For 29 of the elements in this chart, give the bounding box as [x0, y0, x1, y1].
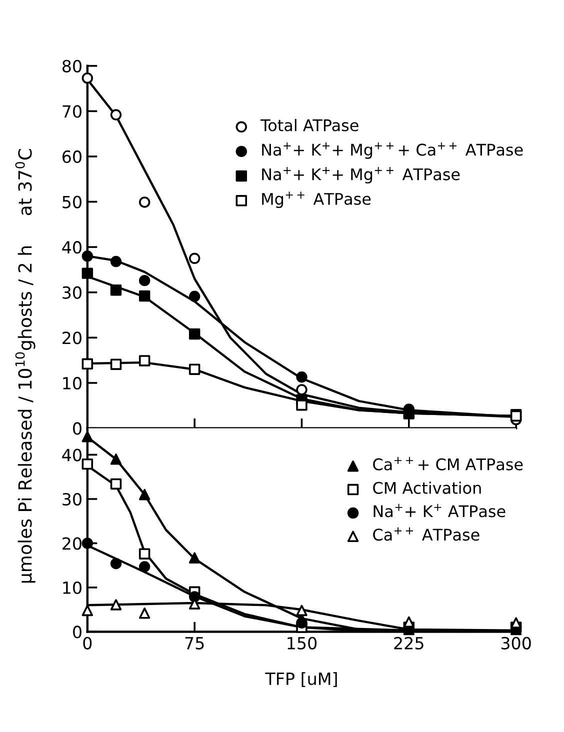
y-axis-title: μmoles Pi Released / 10$^{10}$ghosts / 2 h at 37$^{0}$C — [15, 149, 36, 583]
y-tick-label: 30 — [62, 286, 82, 299]
y-tick-label: 40 — [62, 241, 82, 254]
y-tick-label: 0 — [73, 626, 82, 638]
y-tick-label: 10 — [63, 376, 82, 390]
y-tick-label: 40 — [62, 448, 82, 462]
y-tick-label: 60 — [62, 150, 82, 164]
x-tick-label: 150 — [288, 636, 317, 650]
y-tick-label: 70 — [62, 105, 82, 118]
x-tick-label: 300 — [501, 636, 531, 650]
legend-label: Ca$^{++}$+ CM ATPase — [373, 457, 523, 470]
y-tick-label: 20 — [62, 332, 82, 344]
y-tick-label: 0 — [73, 422, 82, 435]
legend-label: Na$^{+}$+ K$^{+}$+ Mg$^{++}$ ATPase — [262, 166, 460, 184]
legend-label: Total ATPase — [260, 118, 358, 132]
y-tick-label: 80 — [62, 60, 82, 72]
y-tick-label: 20 — [62, 537, 82, 550]
y-tick-label: 10 — [63, 581, 82, 594]
x-tick-label: 225 — [394, 636, 424, 650]
x-tick-label: 75 — [185, 637, 204, 650]
y-tick-label: 30 — [62, 492, 82, 506]
legend-label: Ca$^{++}$ ATPase — [373, 527, 480, 541]
x-axis-title: TFP [uM] — [265, 672, 337, 688]
y-tick-label: 50 — [62, 196, 82, 208]
legend-label: Na$^{+}$+ K$^{+}$ ATPase — [374, 504, 506, 518]
text: Na$^{+}$+ K$^{+}$+ Mg$^{++}$+ Ca$^{++}$ ATPase — [262, 142, 523, 159]
x-tick-label: 0 — [83, 636, 92, 650]
legend-label: Mg$^{++}$ ATPase — [262, 192, 371, 208]
legend-label: CM Activation — [373, 482, 481, 494]
